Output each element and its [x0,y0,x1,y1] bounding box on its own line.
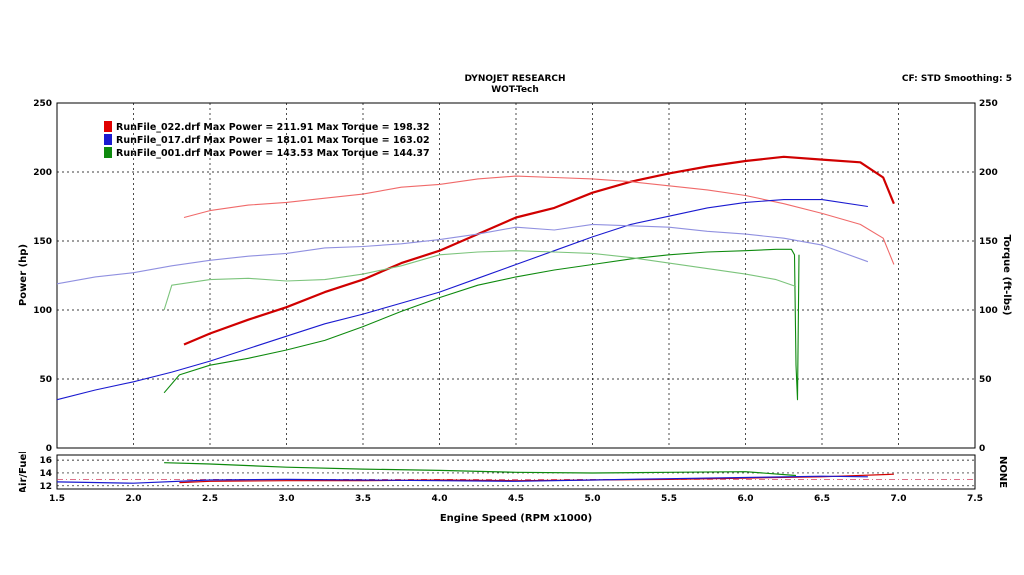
air-fuel-runfile-001 [164,462,797,477]
x-tick-label: 4.5 [508,494,524,504]
y-axis-label-left: Power (hp) [18,244,29,306]
x-axis-label: Engine Speed (RPM x1000) [440,513,592,524]
settings-readout: CF: STD Smoothing: 5 [902,74,1012,84]
air-fuel-axis-label: Air/Fuel [18,450,29,493]
air-fuel-tick-label: 12 [39,482,52,492]
legend-entry: RunFile_017.drf Max Power = 181.01 Max T… [116,135,430,146]
x-tick-label: 2.0 [126,494,142,504]
y-tick-label-left: 100 [33,306,52,316]
y-tick-label-left: 250 [33,99,52,109]
x-tick-label: 5.5 [661,494,677,504]
air-fuel-runfile-017 [57,475,868,484]
power-axis-ticks: 0 50 100 150 200 250 [33,99,52,454]
legend-swatch [104,147,112,158]
chart-title: DYNOJET RESEARCH [464,74,565,84]
x-tick-label: 6.5 [814,494,830,504]
series-torque-runfile-022 [183,175,895,265]
y-tick-label-left: 150 [33,237,52,247]
y-tick-label-right: 100 [979,306,998,316]
series-power-runfile-022 [183,155,895,346]
y-tick-label-right: 150 [979,237,998,247]
x-tick-label: 7.5 [967,494,983,504]
series-torque-runfile-017 [56,223,869,285]
y-tick-label-right: 0 [979,444,985,454]
legend-entry: RunFile_001.drf Max Power = 143.53 Max T… [116,148,430,159]
x-tick-label: 7.0 [891,494,907,504]
x-tick-label: 2.5 [202,494,218,504]
air-fuel-tick-label: 16 [39,456,52,466]
y-tick-label-right: 200 [979,168,998,178]
x-axis-ticks: 1.5 2.0 2.5 3.0 3.5 4.0 4.5 5.0 5.5 6.0 6.5 7.0 7.5 [49,494,983,504]
y-tick-label-left: 0 [46,444,52,454]
legend-entry: RunFile_022.drf Max Power = 211.91 Max T… [116,122,430,133]
x-tick-label: 1.5 [49,494,65,504]
x-tick-label: 4.0 [432,494,448,504]
series-power-runfile-017 [56,199,868,401]
legend-swatch [104,134,112,145]
air-fuel-series [57,462,894,484]
y-tick-label-right: 50 [979,375,992,385]
air-fuel-axis-ticks: 16 14 12 [39,456,52,492]
series-torque-runfile-001 [163,250,797,311]
chart-subtitle: WOT-Tech [491,85,539,95]
legend-swatch [104,121,112,132]
y-axis-label-right: Torque (ft-lbs) [1001,235,1012,316]
x-tick-label: 3.0 [279,494,295,504]
air-fuel-tick-label: 14 [39,469,52,479]
x-tick-label: 5.0 [585,494,601,504]
y-tick-label-left: 200 [33,168,52,178]
air-fuel-right-label: NONE [997,456,1008,488]
x-tick-label: 6.0 [738,494,754,504]
y-tick-label-right: 250 [979,99,998,109]
series-power-runfile-001 [163,248,800,401]
torque-axis-ticks: 0 50 100 150 200 250 [979,99,998,454]
x-tick-label: 3.5 [355,494,371,504]
air-fuel-grid [57,459,975,487]
legend: RunFile_022.drf Max Power = 211.91 Max T… [104,121,430,159]
main-series [56,155,895,401]
y-tick-label-left: 50 [39,375,52,385]
